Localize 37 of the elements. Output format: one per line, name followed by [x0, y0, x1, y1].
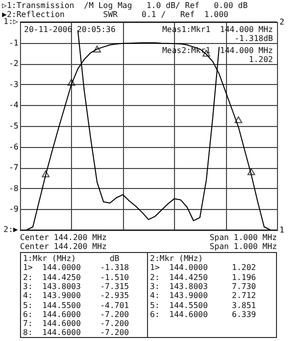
text: 5: 144.5500 -4.701 — [23, 300, 129, 310]
y-tick-label: -8 — [8, 184, 19, 193]
y-tick-label: -7 — [8, 163, 19, 172]
text: 2: 144.4250 1.196 — [150, 272, 256, 282]
y2-tick-label: 2 — [280, 18, 284, 26]
ref-line-label: 1:▷ — [4, 17, 18, 26]
text: 3: 143.8003 -7.315 — [23, 282, 129, 291]
text: 7: 144.6000 -7.200 — [23, 319, 129, 328]
text: 3: 143.8003 7.730 — [150, 282, 256, 291]
chart-title: ▷1:Transmission /M Log Mag 1.0 dB/ Ref 0.00 dB — [2, 1, 248, 10]
text: Span 1.000 MHz — [210, 242, 277, 251]
text: 2: 144.4250 -1.510 — [23, 272, 129, 282]
annotation: 1.202 — [248, 55, 273, 64]
text: 1> 144.0000 1.202 — [150, 263, 256, 272]
text: 4: 143.9000 2.712 — [150, 291, 256, 300]
y-tick-label: -3 — [8, 80, 19, 89]
chart-subtitle: ▶2:Reflection SWR 0.1 / Ref 1.000 — [2, 10, 228, 19]
text: 6: 144.6000 -7.200 — [23, 310, 129, 319]
text: Center 144.200 MHz — [20, 233, 107, 242]
y-tick-label: -2 — [8, 59, 19, 68]
text: Span 1.000 MHz — [210, 233, 277, 242]
text: 6: 144.6000 6.339 — [150, 310, 256, 319]
ref-line-label: 2:▶ — [4, 225, 18, 234]
text: 5: 144.5500 3.851 — [150, 300, 256, 310]
y-tick-label: -5 — [8, 122, 19, 130]
y-tick-label: -4 — [8, 100, 19, 110]
y-tick-label: -1 — [8, 38, 19, 48]
y-tick-label: -9 — [8, 204, 19, 214]
text: 1:Mkr (MHz) dB — [23, 254, 120, 263]
text: 2:Mkr (MHz) — [150, 254, 203, 263]
text: 8: 144.6000 -7.200 — [23, 328, 129, 338]
y-tick-label: -6 — [8, 142, 19, 152]
text: 4: 143.9000 -2.935 — [23, 291, 129, 300]
text: Center 144.200 MHz — [20, 242, 107, 251]
annotation: -1.318dB — [234, 34, 273, 43]
y2-tick-label: 1 — [280, 226, 284, 234]
text: 1> 144.0000 -1.318 — [23, 263, 129, 272]
